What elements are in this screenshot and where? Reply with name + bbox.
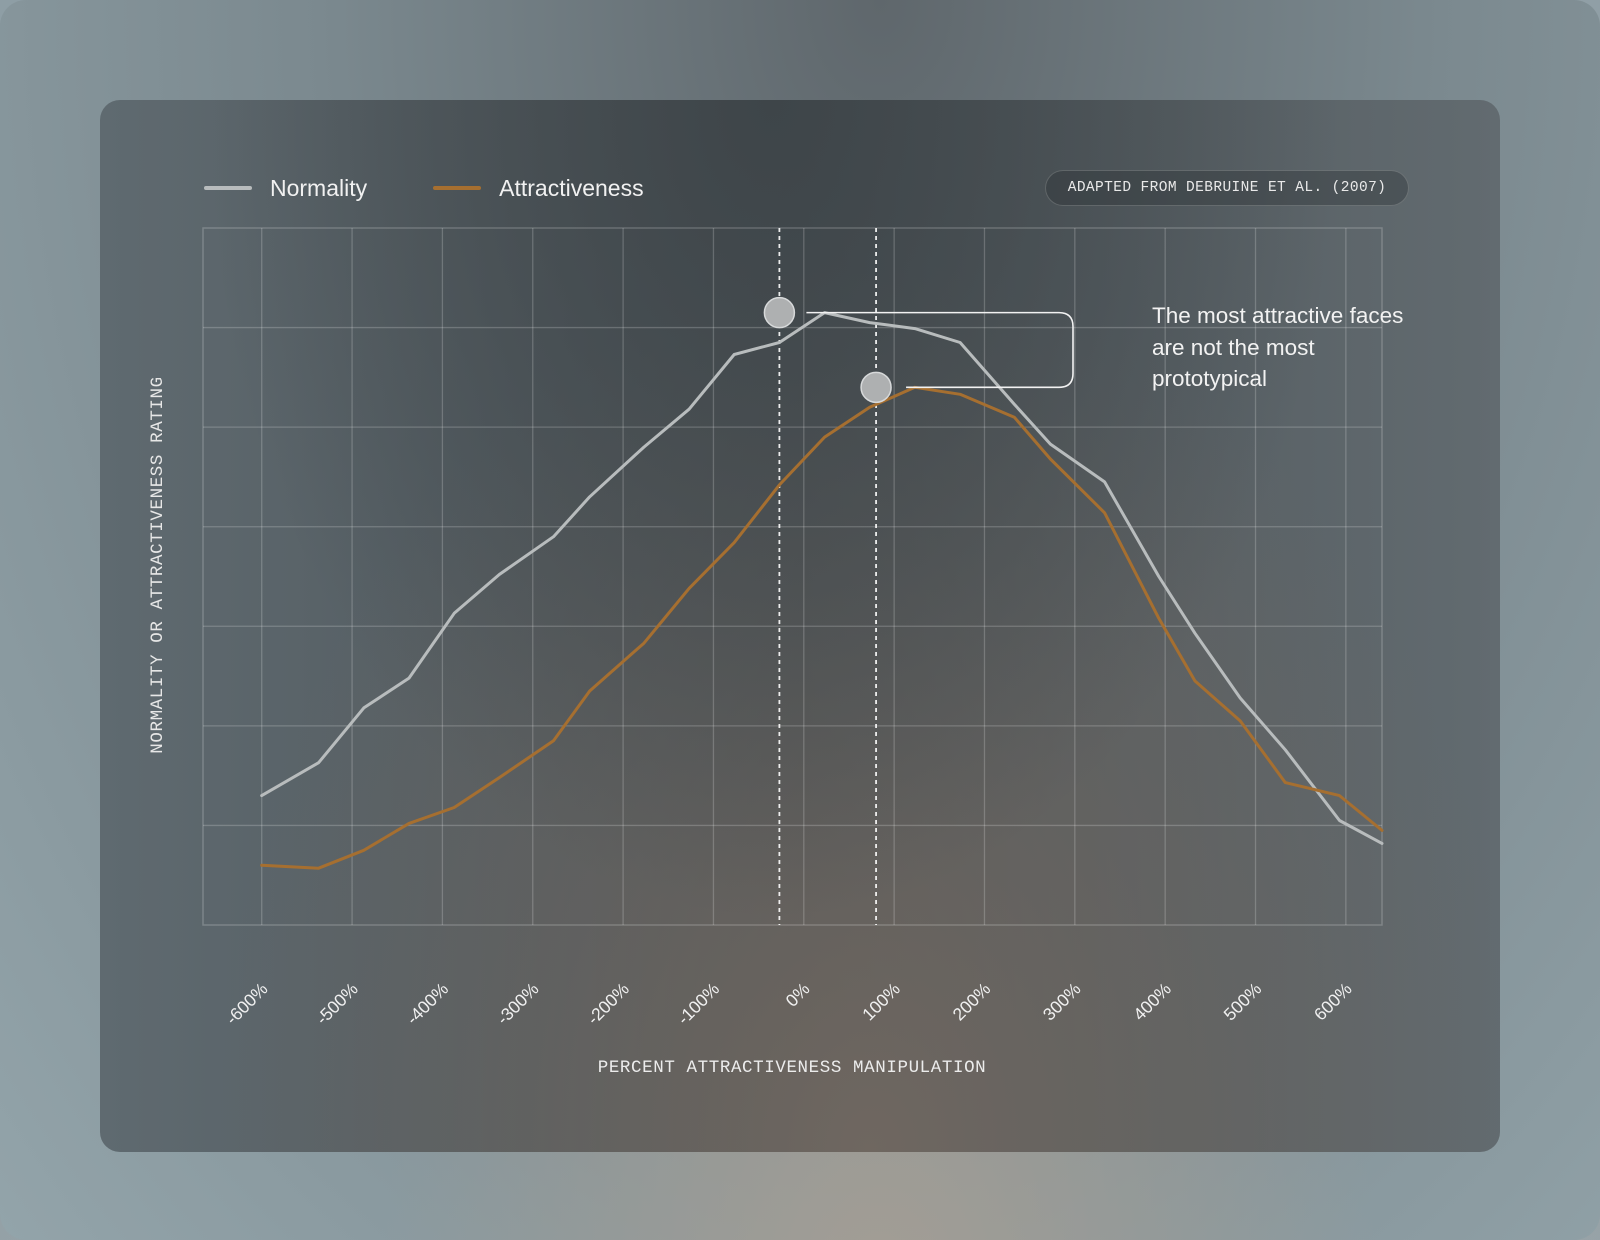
data-point-attractiveness <box>362 848 366 852</box>
x-axis-title-wrap: PERCENT ATTRACTIVENESS MANIPULATION <box>100 1058 1500 1078</box>
data-point-normality <box>1157 575 1161 579</box>
x-axis-title: PERCENT ATTRACTIVENESS MANIPULATION <box>597 1058 987 1078</box>
data-point-attractiveness <box>407 821 411 825</box>
data-point-attractiveness <box>1283 781 1287 785</box>
tick-layer: -600% -500% -400% -300% -200% -100% 0% 100% 200%… <box>222 979 1356 1029</box>
x-tick-label: 400% <box>1129 979 1175 1025</box>
callout-layer <box>806 311 1074 389</box>
line-chart: -600% -500% -400% -300% -200% -100% 0% 100% 200%… <box>202 227 1384 1029</box>
data-point-normality <box>1283 748 1287 752</box>
x-tick-label: -400% <box>402 979 452 1029</box>
data-point-normality <box>1048 442 1052 446</box>
series-layer <box>260 311 1384 870</box>
data-point-normality <box>1238 696 1242 700</box>
data-point-attractiveness <box>823 435 827 439</box>
x-tick-label: 100% <box>858 979 904 1025</box>
data-point-normality <box>588 495 592 499</box>
data-point-normality <box>1380 841 1384 845</box>
data-point-normality <box>958 341 962 345</box>
x-tick-label: 0% <box>782 979 814 1011</box>
data-point-attractiveness <box>552 739 556 743</box>
legend-swatch-attractiveness <box>433 186 482 190</box>
data-point-normality <box>642 445 646 449</box>
data-point-normality <box>732 352 736 356</box>
data-point-normality <box>497 573 501 577</box>
data-point-normality <box>1338 818 1342 822</box>
legend-label-attractiveness: Attractiveness <box>499 174 644 201</box>
data-point-normality <box>552 535 556 539</box>
legend-item-normality: Normality <box>204 175 367 202</box>
data-point-normality <box>868 321 872 325</box>
data-point-attractiveness <box>260 863 264 867</box>
data-point-normality <box>1193 631 1197 635</box>
x-tick-label: -100% <box>673 979 723 1029</box>
marker-layer <box>763 296 892 404</box>
plot-border <box>202 227 1383 926</box>
data-point-normality <box>407 676 411 680</box>
x-tick-label: -600% <box>222 979 272 1029</box>
x-tick-label: 600% <box>1310 979 1356 1025</box>
data-point-attractiveness <box>452 806 456 810</box>
callout-bracket <box>806 311 1074 389</box>
data-point-attractiveness <box>642 641 646 645</box>
data-point-normality <box>452 611 456 615</box>
chart-legend: Normality Attractiveness <box>204 170 710 206</box>
data-point-attractiveness <box>497 776 501 780</box>
data-point-normality <box>362 706 366 710</box>
data-point-attractiveness <box>1103 511 1107 515</box>
data-point-attractiveness <box>1338 794 1342 798</box>
data-point-attractiveness <box>1012 415 1016 419</box>
data-point-attractiveness <box>868 405 872 409</box>
peak-marker-normality <box>763 296 796 329</box>
data-point-attractiveness <box>777 483 781 487</box>
series-line-attractiveness <box>260 385 1384 870</box>
x-tick-label: -200% <box>583 979 633 1029</box>
data-point-attractiveness <box>958 392 962 396</box>
data-point-normality <box>1012 402 1016 406</box>
data-point-attractiveness <box>687 586 691 590</box>
chart-annotation: The most attractive faces are not the mo… <box>1152 303 1404 391</box>
x-tick-label: 500% <box>1220 979 1266 1025</box>
data-point-attractiveness <box>732 541 736 545</box>
data-point-attractiveness <box>1048 457 1052 461</box>
data-point-normality <box>913 327 917 331</box>
x-tick-label: -300% <box>493 979 543 1029</box>
x-tick-label: -500% <box>312 979 362 1029</box>
data-point-normality <box>1103 480 1107 484</box>
data-point-normality <box>777 341 781 345</box>
legend-label-normality: Normality <box>270 174 368 201</box>
data-point-normality <box>317 761 321 765</box>
data-point-attractiveness <box>1193 679 1197 683</box>
x-tick-label: 300% <box>1039 979 1085 1025</box>
chart-card: Normality Attractiveness ADAPTED FROM DE… <box>100 100 1500 1152</box>
data-point-attractiveness <box>1380 828 1384 832</box>
peak-marker-attractiveness <box>860 371 892 404</box>
source-badge: ADAPTED FROM DEBRUINE ET AL. (2007) <box>1045 170 1409 206</box>
data-point-normality <box>260 794 264 798</box>
legend-swatch-normality <box>204 186 252 190</box>
data-point-attractiveness <box>588 689 592 693</box>
grid-layer <box>202 227 1383 926</box>
x-tick-label: 200% <box>949 979 995 1025</box>
data-point-attractiveness <box>1157 616 1161 620</box>
legend-item-attractiveness: Attractiveness <box>433 174 644 202</box>
data-point-attractiveness <box>317 866 321 870</box>
data-point-normality <box>687 407 691 411</box>
data-point-attractiveness <box>1238 719 1242 723</box>
